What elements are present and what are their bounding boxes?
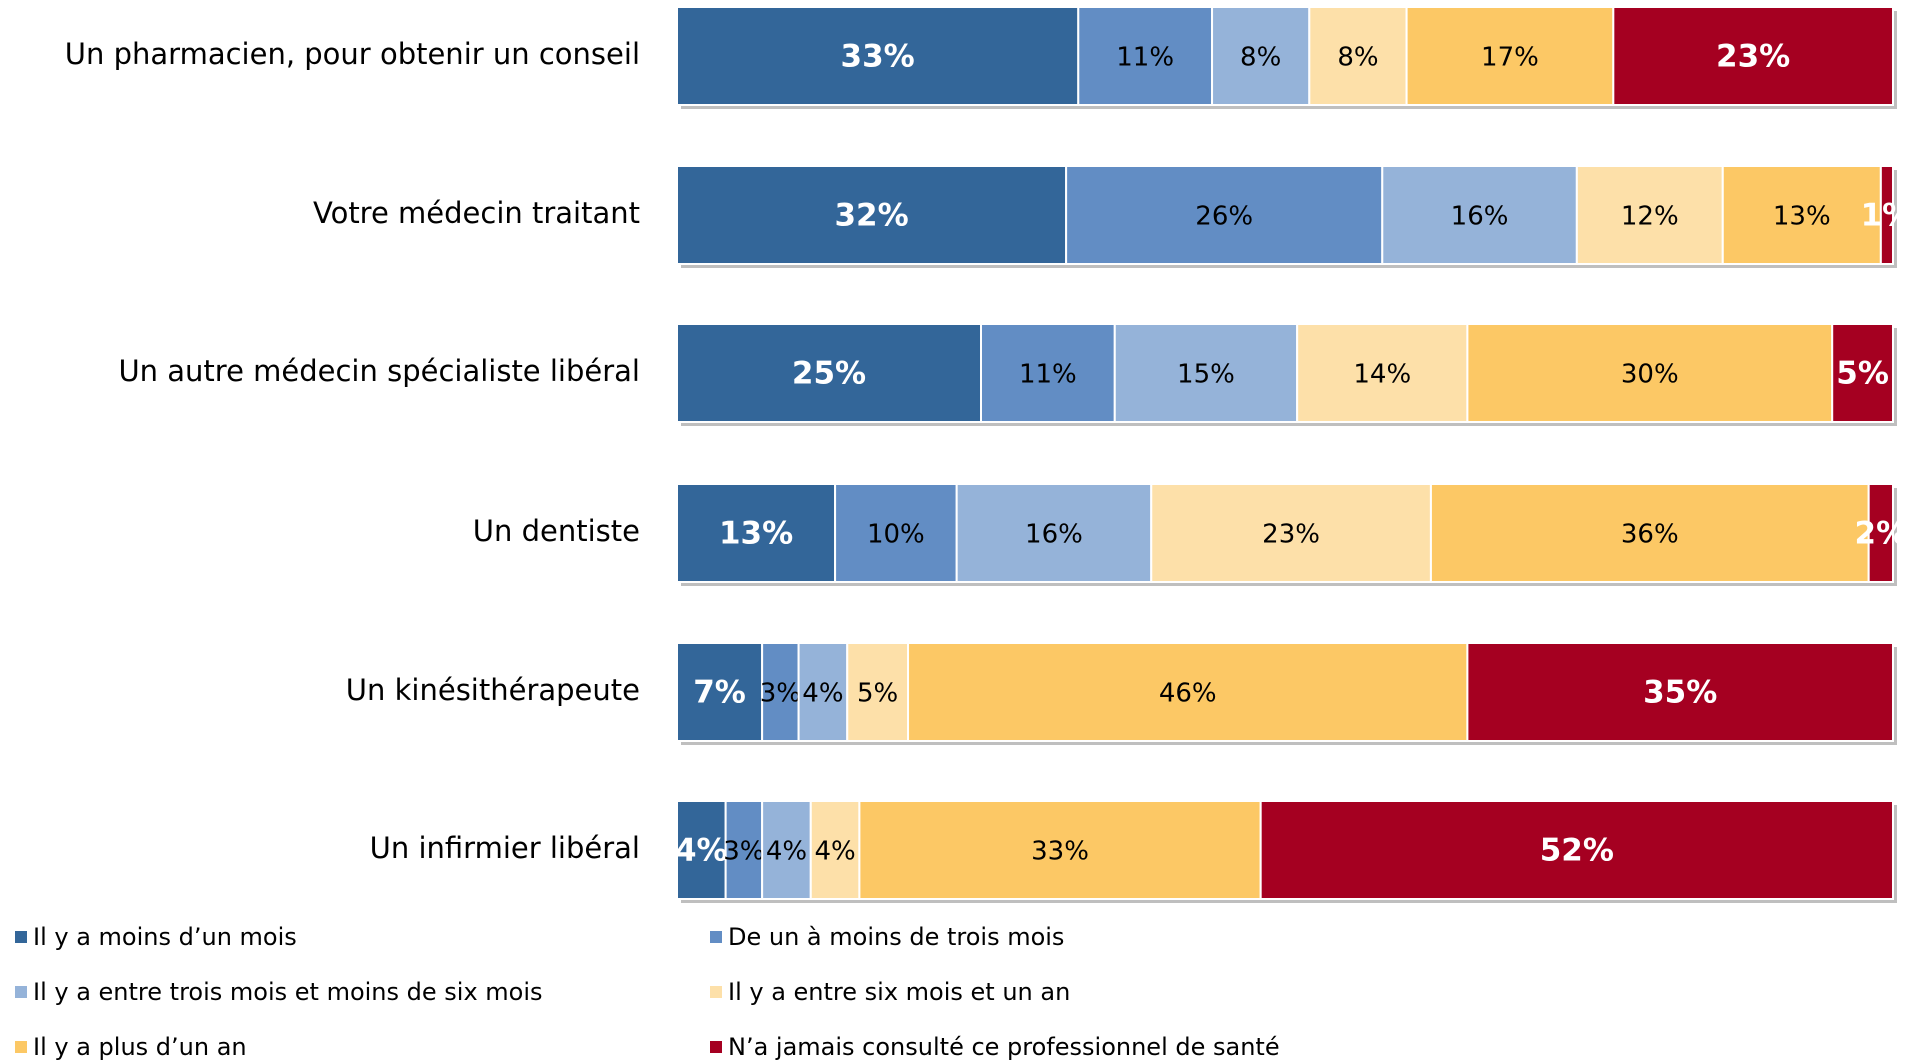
data-label: 1%	[1861, 198, 1912, 234]
data-label: 16%	[1451, 202, 1509, 232]
data-label: 17%	[1481, 43, 1539, 73]
category-label: Un dentiste	[473, 514, 640, 548]
bar-segment	[1113, 323, 1299, 423]
category-label: Un pharmacien, pour obtenir un conseil	[65, 37, 640, 71]
bar-segment	[980, 323, 1116, 423]
legend-swatch	[710, 986, 722, 998]
data-label: 4%	[766, 837, 807, 867]
bar-segment	[846, 642, 910, 742]
data-label: 26%	[1195, 202, 1253, 232]
bar-segment	[1831, 323, 1894, 423]
bar-segment	[1065, 165, 1384, 265]
category-label: Votre médecin traitant	[313, 196, 640, 230]
category-label: Un kinésithérapeute	[346, 673, 640, 707]
bar-segment	[1259, 800, 1895, 900]
bar-segment	[1381, 165, 1578, 265]
legend-swatch	[15, 1041, 27, 1053]
bar-segment	[1879, 165, 1894, 265]
data-label: 11%	[1116, 43, 1174, 73]
legend-swatch	[710, 931, 722, 943]
bar-segment	[676, 6, 1080, 106]
bar-segment	[1077, 6, 1214, 106]
bar-segment	[1308, 6, 1408, 106]
bar-segment	[676, 483, 837, 583]
data-label: 36%	[1621, 520, 1679, 550]
data-label: 13%	[719, 516, 793, 552]
data-label: 5%	[857, 679, 898, 709]
bar-segment	[676, 642, 764, 742]
bar-segment	[834, 483, 958, 583]
bar-segment	[1721, 165, 1882, 265]
data-label: 7%	[693, 675, 746, 711]
data-label: 25%	[792, 356, 866, 392]
bar-segment	[797, 642, 849, 742]
data-label: 4%	[675, 833, 728, 869]
bar-segment	[761, 642, 800, 742]
data-label: 46%	[1159, 679, 1217, 709]
legend-label: N’a jamais consulté ce professionnel de …	[728, 1033, 1280, 1061]
data-label: 2%	[1855, 516, 1908, 552]
data-label: 30%	[1621, 360, 1679, 390]
legend-label: Il y a plus d’un an	[33, 1033, 247, 1061]
legend-swatch	[710, 1041, 722, 1053]
data-label: 32%	[834, 198, 908, 234]
bar-segment	[858, 800, 1262, 900]
bar-segment	[1612, 6, 1894, 106]
legend-swatch	[15, 931, 27, 943]
data-label: 11%	[1019, 360, 1077, 390]
bar-segment	[1575, 165, 1724, 265]
bar-segment	[1211, 6, 1311, 106]
bar-segment	[676, 800, 727, 900]
data-label: 33%	[841, 39, 915, 75]
legend-label: Il y a entre six mois et un an	[728, 978, 1070, 1006]
bar-segment	[761, 800, 812, 900]
data-label: 8%	[1337, 43, 1378, 73]
data-label: 15%	[1177, 360, 1235, 390]
bar-segment	[676, 165, 1068, 265]
legend-label: Il y a moins d’un mois	[33, 923, 297, 951]
category-label: Un infirmier libéral	[370, 831, 640, 865]
bar-segment	[1867, 483, 1895, 583]
legend-label: Il y a entre trois mois et moins de six …	[33, 978, 543, 1006]
bar-segment	[1466, 642, 1895, 742]
data-label: 14%	[1353, 360, 1411, 390]
legend-swatch	[15, 986, 27, 998]
data-label: 35%	[1643, 675, 1717, 711]
data-label: 3%	[760, 679, 801, 709]
bar-segment	[955, 483, 1153, 583]
data-label: 12%	[1621, 202, 1679, 232]
data-label: 10%	[867, 520, 925, 550]
bar-segment	[1150, 483, 1432, 583]
category-label: Un autre médecin spécialiste libéral	[118, 354, 640, 388]
bar-segment	[1405, 6, 1615, 106]
data-label: 33%	[1031, 837, 1089, 867]
legend-label: De un à moins de trois mois	[728, 923, 1064, 951]
bar-segment	[1296, 323, 1469, 423]
bar-segment	[1466, 323, 1834, 423]
data-label: 16%	[1025, 520, 1083, 550]
bar-segment	[676, 323, 982, 423]
data-label: 23%	[1716, 39, 1790, 75]
data-label: 5%	[1836, 356, 1889, 392]
data-label: 23%	[1262, 520, 1320, 550]
data-label: 8%	[1240, 43, 1281, 73]
data-label: 13%	[1773, 202, 1831, 232]
data-label: 3%	[723, 837, 764, 867]
data-label: 52%	[1540, 833, 1614, 869]
data-label: 4%	[814, 837, 855, 867]
data-label: 4%	[802, 679, 843, 709]
